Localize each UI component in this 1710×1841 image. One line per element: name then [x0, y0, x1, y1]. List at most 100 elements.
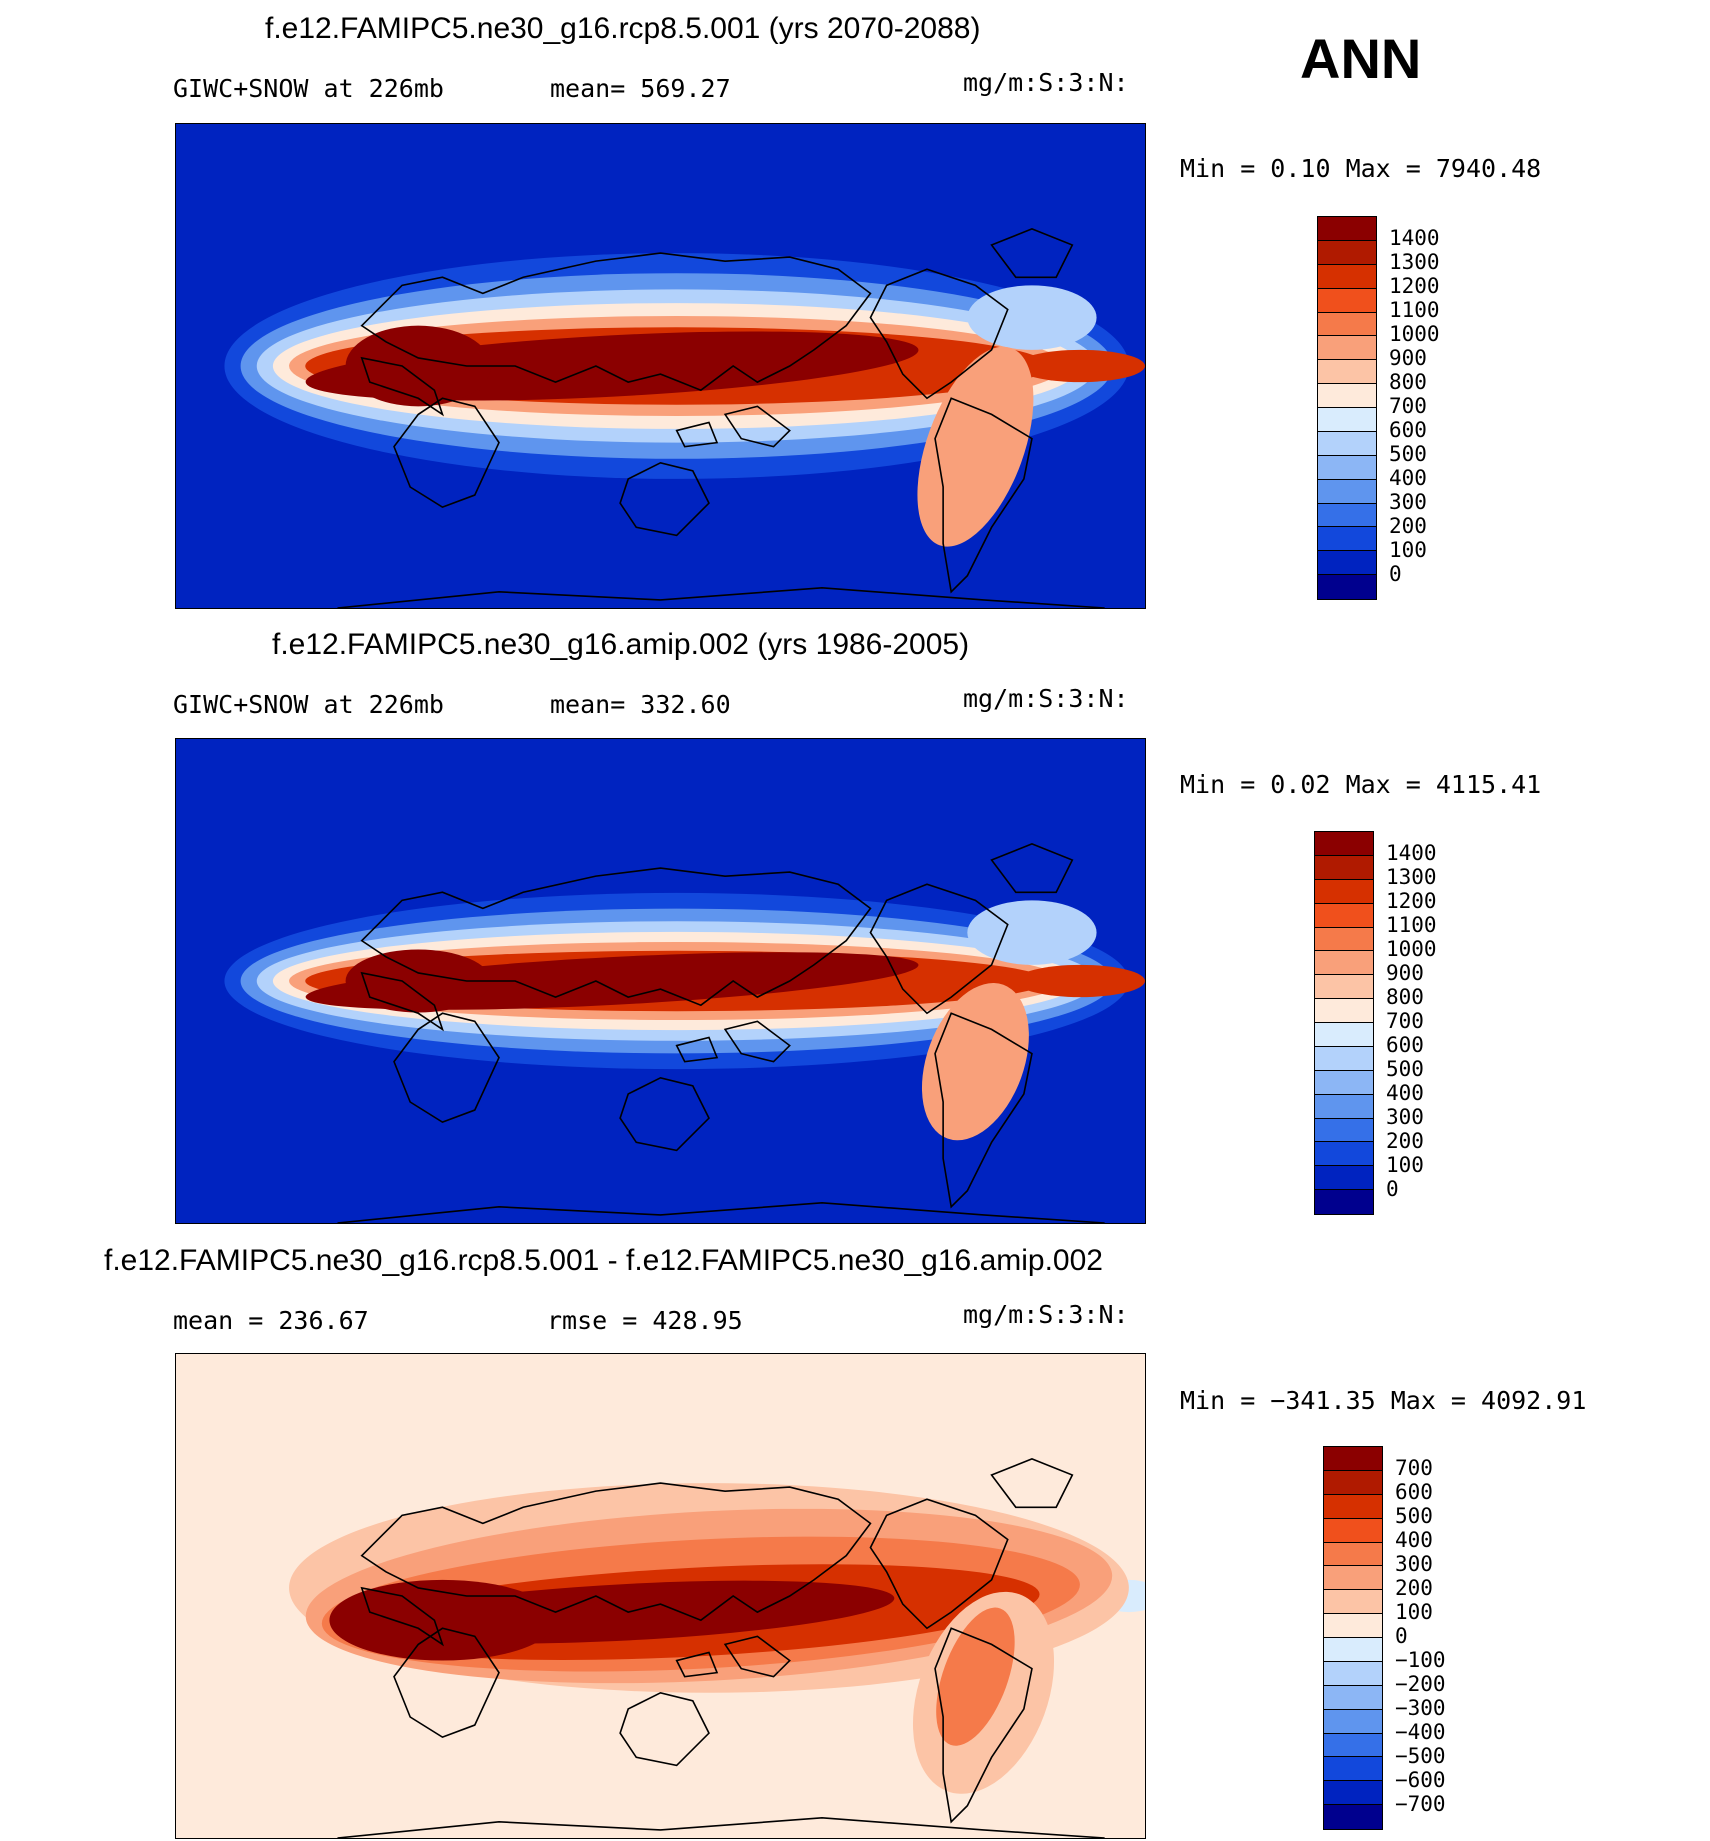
- colorbar-tick-label: 100: [1395, 1600, 1433, 1624]
- colorbar-tick-label: −400: [1395, 1720, 1446, 1744]
- colorbar-tick-label: −600: [1395, 1768, 1446, 1792]
- coastline: [360, 252, 872, 392]
- colorbar-swatch: [1324, 1685, 1382, 1710]
- colorbar-swatch: [1324, 1518, 1382, 1543]
- field-contour: [345, 949, 491, 1013]
- panel-2-colorbar: [1314, 831, 1374, 1215]
- colorbar-tick-label: 900: [1389, 346, 1427, 370]
- colorbar-swatch: [1315, 927, 1373, 952]
- colorbar-swatch: [1324, 1614, 1382, 1638]
- colorbar-tick-label: 0: [1395, 1624, 1408, 1648]
- coastline: [360, 356, 444, 417]
- field-layer: [176, 739, 1145, 1223]
- colorbar-swatch: [1315, 975, 1373, 1000]
- colorbar-swatch: [1315, 1046, 1373, 1071]
- panel-1-map: [175, 123, 1146, 609]
- colorbar-swatch: [1318, 408, 1376, 432]
- colorbar-swatch: [1318, 384, 1376, 408]
- colorbar-swatch: [1315, 832, 1373, 856]
- panel-1-variable-label: GIWC+SNOW at 226mb: [173, 74, 444, 103]
- coastline: [869, 1498, 1009, 1630]
- coastline: [619, 1691, 710, 1767]
- colorbar-swatch: [1315, 879, 1373, 904]
- coastline: [360, 1586, 444, 1647]
- colorbar-tick-label: 1200: [1389, 274, 1440, 298]
- colorbar-swatch: [1315, 1166, 1373, 1191]
- colorbar-swatch: [1324, 1709, 1382, 1734]
- colorbar-tick-label: 600: [1389, 418, 1427, 442]
- panel-1-colorbar: [1317, 216, 1377, 600]
- colorbar-swatch: [1318, 288, 1376, 313]
- colorbar-swatch: [1318, 336, 1376, 361]
- panel-2-minmax-label: Min = 0.02 Max = 4115.41: [1180, 770, 1542, 799]
- colorbar-swatch: [1324, 1661, 1382, 1686]
- coastline: [360, 867, 872, 1007]
- coastline: [337, 1817, 1105, 1838]
- colorbar-swatch: [1318, 312, 1376, 337]
- coastline: [337, 1202, 1105, 1223]
- field-layer: [176, 1354, 1145, 1838]
- colorbar-swatch: [1315, 855, 1373, 880]
- coastline: [360, 971, 444, 1032]
- colorbar-swatch: [1315, 1070, 1373, 1095]
- panel-3-colorbar: [1323, 1446, 1383, 1830]
- coastline: [990, 1457, 1074, 1509]
- colorbar-swatch: [1315, 1118, 1373, 1143]
- colorbar-tick-label: 500: [1395, 1504, 1433, 1528]
- panel-1-minmax-label: Min = 0.10 Max = 7940.48: [1180, 154, 1542, 183]
- colorbar-tick-label: 400: [1389, 466, 1427, 490]
- coastline: [990, 842, 1074, 894]
- coastline: [675, 1651, 719, 1678]
- colorbar-tick-label: 600: [1386, 1033, 1424, 1057]
- colorbar-tick-label: 1300: [1386, 865, 1437, 889]
- colorbar-swatch: [1324, 1733, 1382, 1758]
- map-field: [176, 739, 1145, 1223]
- colorbar-tick-label: 0: [1389, 562, 1402, 586]
- colorbar-tick-label: 0: [1386, 1177, 1399, 1201]
- field-contour: [967, 900, 1097, 965]
- colorbar-tick-label: 1300: [1389, 250, 1440, 274]
- colorbar-swatch: [1315, 1094, 1373, 1119]
- colorbar-swatch: [1315, 1023, 1373, 1047]
- coastline: [619, 461, 710, 537]
- colorbar-tick-label: 1100: [1389, 298, 1440, 322]
- panel-2-units-label: mg/m:S:3:N:: [963, 684, 1129, 713]
- colorbar-tick-label: 1200: [1386, 889, 1437, 913]
- field-contour: [936, 1607, 1015, 1746]
- colorbar-tick-label: 600: [1395, 1480, 1433, 1504]
- colorbar-tick-label: 100: [1389, 538, 1427, 562]
- colorbar-swatch: [1324, 1494, 1382, 1519]
- colorbar-swatch: [1315, 903, 1373, 928]
- field-contour: [921, 983, 1029, 1141]
- colorbar-tick-label: −100: [1395, 1648, 1446, 1672]
- field-layer: [176, 124, 1145, 608]
- map-field: [176, 124, 1145, 608]
- coastline: [934, 1012, 1033, 1209]
- colorbar-swatch: [1324, 1781, 1382, 1806]
- coastline: [934, 1627, 1033, 1824]
- coastline: [337, 587, 1105, 608]
- colorbar-swatch: [1315, 999, 1373, 1023]
- colorbar-tick-label: −300: [1395, 1696, 1446, 1720]
- field-contour: [1015, 964, 1145, 998]
- panel-1-units-label: mg/m:S:3:N:: [963, 68, 1129, 97]
- panel-3-mean-label: mean = 236.67: [173, 1306, 369, 1335]
- colorbar-swatch: [1318, 527, 1376, 552]
- colorbar-tick-label: 200: [1389, 514, 1427, 538]
- colorbar-swatch: [1324, 1470, 1382, 1495]
- colorbar-tick-label: 1000: [1386, 937, 1437, 961]
- colorbar-swatch: [1318, 264, 1376, 289]
- colorbar-tick-label: 800: [1389, 370, 1427, 394]
- colorbar-tick-label: 700: [1389, 394, 1427, 418]
- colorbar-tick-label: 400: [1395, 1528, 1433, 1552]
- colorbar-tick-label: 300: [1389, 490, 1427, 514]
- panel-3-rmse-label: rmse = 428.95: [547, 1306, 743, 1335]
- season-label: ANN: [1300, 27, 1422, 90]
- colorbar-tick-label: 800: [1386, 985, 1424, 1009]
- colorbar-swatch: [1318, 240, 1376, 265]
- panel-2-map: [175, 738, 1146, 1224]
- colorbar-tick-label: 1400: [1389, 226, 1440, 250]
- colorbar-tick-label: 200: [1395, 1576, 1433, 1600]
- colorbar-swatch: [1324, 1757, 1382, 1782]
- panel-2-mean-label: mean= 332.60: [550, 690, 731, 719]
